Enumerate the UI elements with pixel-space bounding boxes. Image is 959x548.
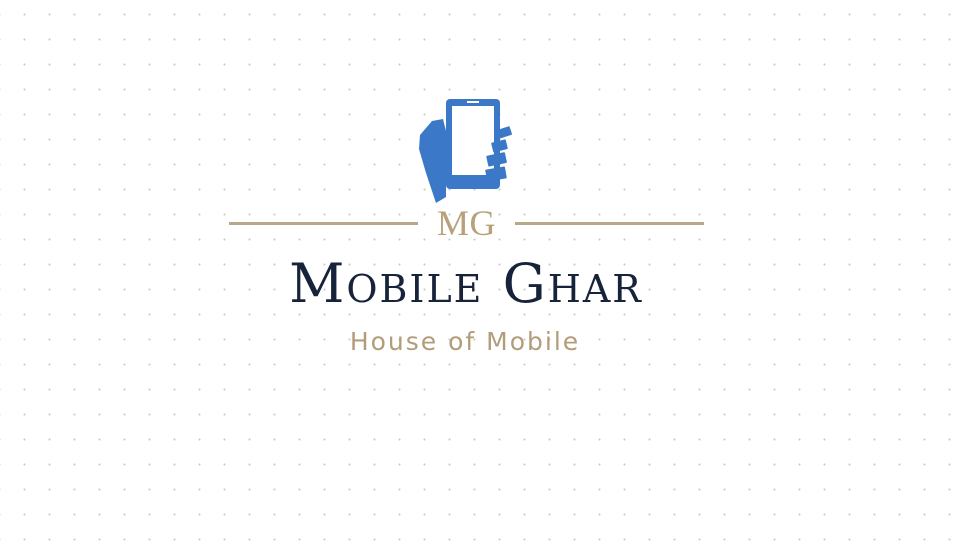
hand-holding-phone-icon	[416, 97, 516, 205]
divider-left	[229, 222, 418, 225]
brand-title: Mobile Ghar	[289, 252, 643, 315]
brand-tagline: House of Mobile	[349, 327, 581, 356]
logo-monogram: MG	[436, 203, 496, 243]
divider-right	[515, 222, 704, 225]
